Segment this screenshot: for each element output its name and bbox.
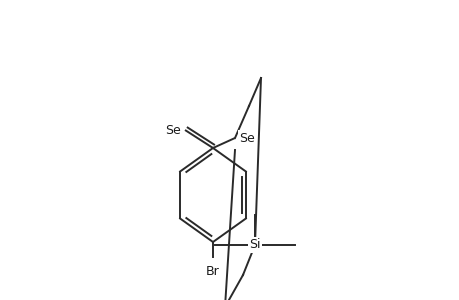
Text: Se: Se: [239, 131, 254, 145]
Text: Si: Si: [249, 238, 260, 251]
Text: Se: Se: [165, 124, 180, 136]
Text: Br: Br: [206, 265, 219, 278]
